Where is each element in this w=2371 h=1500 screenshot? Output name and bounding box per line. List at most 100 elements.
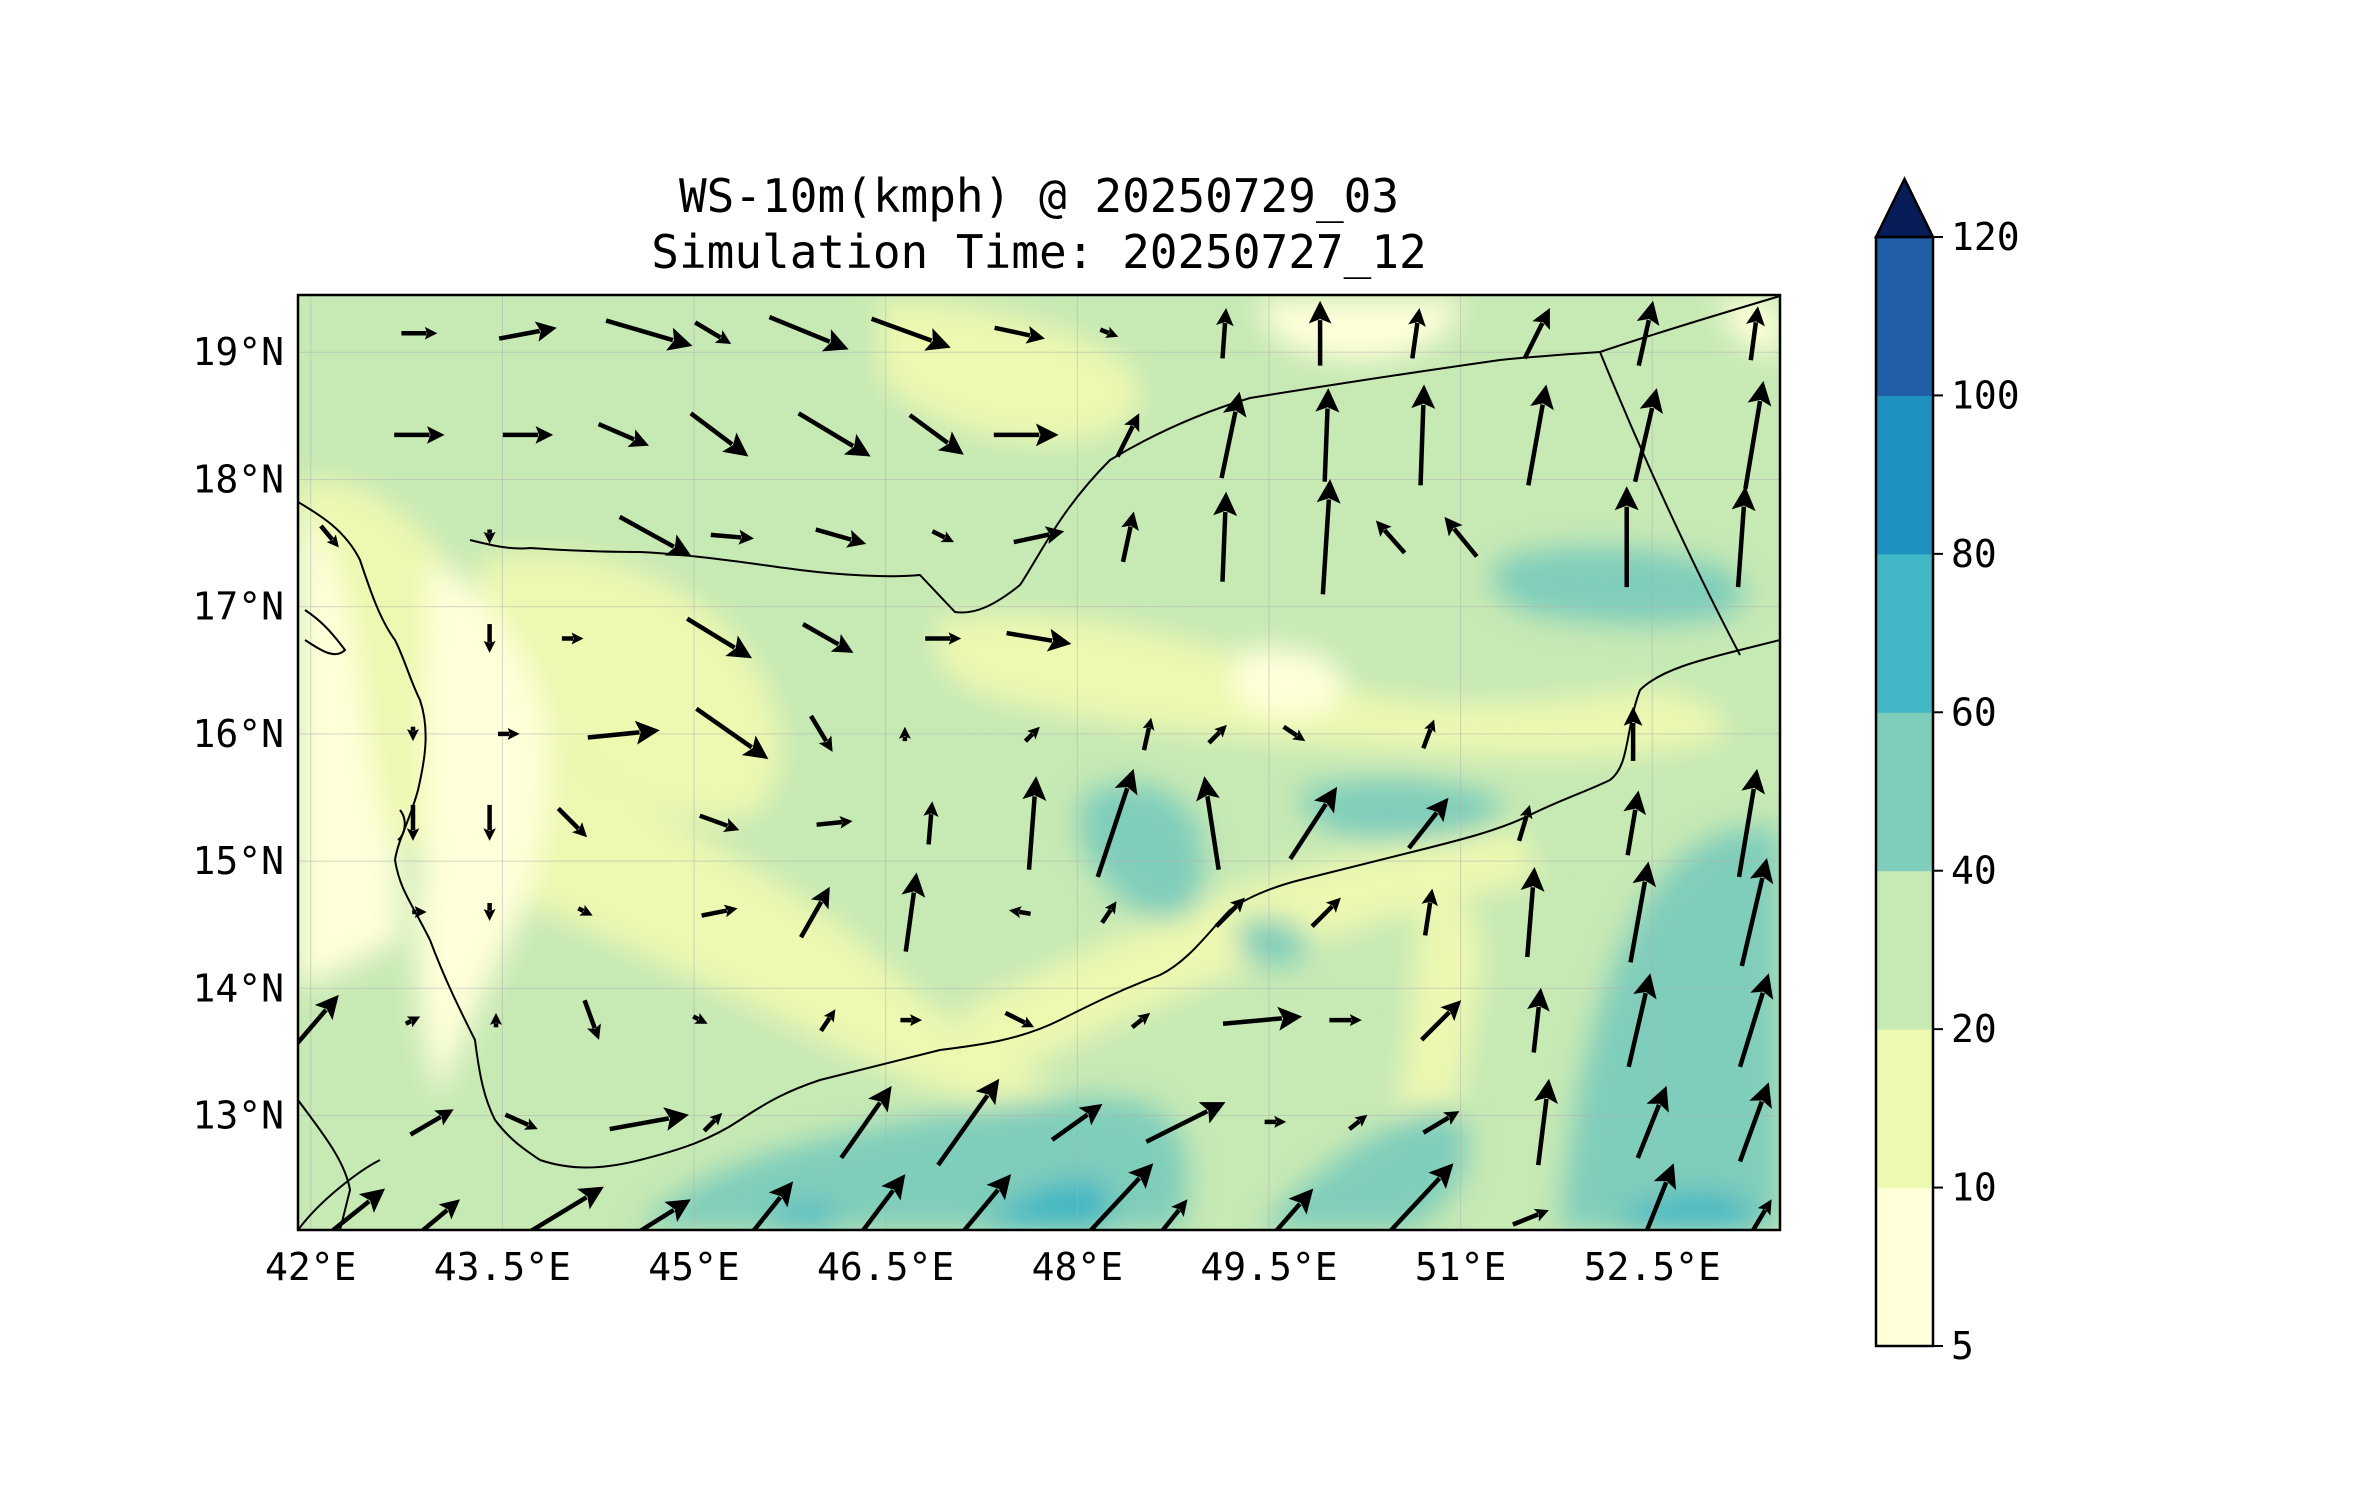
wind-arrow-head bbox=[587, 1023, 601, 1040]
wind-arrow bbox=[1130, 1012, 1151, 1030]
colorbar-segment bbox=[1876, 395, 1933, 555]
figure-title: WS-10m(kmph) @ 20250729_03 bbox=[679, 169, 1399, 223]
wind-arrow bbox=[1737, 973, 1774, 1068]
wind-arrow-head bbox=[414, 906, 427, 918]
wind-arrow-shaft bbox=[1282, 724, 1299, 738]
wind-arrow-shaft bbox=[1156, 1208, 1181, 1230]
wind-arrow bbox=[401, 326, 438, 340]
wind-arrow-shaft bbox=[1737, 1100, 1764, 1163]
wind-arrow-head bbox=[571, 632, 584, 645]
wind-arrow bbox=[692, 1012, 708, 1024]
african-coast bbox=[298, 1099, 352, 1230]
wind-arrow-head bbox=[881, 1174, 906, 1201]
wind-arrow bbox=[311, 1188, 386, 1230]
wind-arrow bbox=[925, 632, 962, 645]
wind-arrow-head bbox=[1222, 391, 1247, 418]
wind-arrow bbox=[1421, 719, 1436, 750]
wind-arrow bbox=[415, 1199, 461, 1230]
wind-arrow-head bbox=[358, 1188, 386, 1213]
colorbar-tick-label: 60 bbox=[1951, 690, 1997, 734]
wind-arrow-shaft bbox=[1050, 1112, 1089, 1142]
wind-arrow bbox=[406, 804, 420, 841]
wind-arrow-shaft bbox=[1382, 528, 1407, 555]
wind-arrow-head bbox=[666, 327, 693, 351]
wind-arrow-head bbox=[406, 1016, 421, 1028]
wind-arrow-head bbox=[483, 531, 496, 544]
wind-arrow-head bbox=[1375, 520, 1392, 537]
wind-arrow-head bbox=[1274, 1115, 1287, 1128]
wind-arrow-shaft bbox=[1023, 732, 1035, 743]
wind-arrow bbox=[298, 994, 339, 1047]
wind-arrow bbox=[768, 314, 849, 352]
wind-arrow-shaft bbox=[1526, 404, 1545, 486]
wind-arrow-head bbox=[818, 735, 833, 752]
wind-arrow-head bbox=[407, 729, 419, 742]
wind-arrow-head bbox=[1519, 804, 1533, 820]
wind-arrow-head bbox=[1229, 897, 1245, 913]
wind-arrow-head bbox=[1534, 1078, 1558, 1104]
wind-arrow-shaft bbox=[797, 411, 855, 448]
wind-arrow-shaft bbox=[1261, 1202, 1302, 1230]
wind-arrow-shaft bbox=[609, 1116, 670, 1132]
wind-arrow-shaft bbox=[1512, 1212, 1540, 1227]
wind-arrow-shaft bbox=[319, 524, 335, 542]
wind-arrow-shaft bbox=[1636, 319, 1652, 367]
wind-arrow bbox=[1623, 706, 1643, 761]
wind-arrow-head bbox=[1443, 1111, 1460, 1125]
wind-arrow-shaft bbox=[298, 1008, 328, 1047]
wind-arrow bbox=[404, 1016, 421, 1028]
wind-arrow-head bbox=[910, 1014, 922, 1027]
wind-arrow-head bbox=[1025, 326, 1045, 344]
wind-arrow-head bbox=[1044, 526, 1065, 544]
wind-arrow-head bbox=[1124, 413, 1140, 433]
wind-arrow-head bbox=[1424, 719, 1436, 733]
wind-arrow-head bbox=[768, 1181, 794, 1208]
wind-arrow-shaft bbox=[701, 908, 728, 918]
colorbar-tick-label: 40 bbox=[1951, 849, 1997, 893]
wind-arrow bbox=[504, 1112, 538, 1130]
wind-arrow-head bbox=[1623, 706, 1643, 726]
wind-arrow bbox=[1222, 1006, 1303, 1031]
wind-arrow-head bbox=[1035, 423, 1059, 447]
wind-arrow-head bbox=[663, 1107, 689, 1131]
wind-arrow-head bbox=[1325, 897, 1341, 913]
wind-arrow bbox=[701, 904, 738, 918]
wind-arrow-shaft bbox=[710, 532, 742, 540]
wind-arrow bbox=[1282, 724, 1306, 742]
wind-arrow bbox=[898, 726, 911, 742]
wind-arrow-head bbox=[1747, 380, 1772, 407]
wind-arrow-head bbox=[1196, 776, 1220, 802]
wind-arrow-head bbox=[664, 1199, 691, 1222]
wind-arrow bbox=[1145, 1102, 1226, 1144]
wind-arrow-head bbox=[535, 426, 554, 444]
wind-arrow-head bbox=[1213, 491, 1238, 517]
wind-arrow-head bbox=[843, 433, 871, 457]
wind-arrow bbox=[1408, 307, 1426, 359]
wind-arrow bbox=[1013, 526, 1065, 545]
band-60-80-gulf-west bbox=[760, 1206, 835, 1230]
band-40-60-hadramawt bbox=[1080, 783, 1204, 920]
wind-arrow bbox=[799, 886, 830, 939]
wind-arrow bbox=[1527, 987, 1550, 1053]
wind-arrow bbox=[497, 727, 520, 740]
wind-arrow bbox=[1347, 1114, 1368, 1131]
map-frame bbox=[296, 293, 1782, 1232]
yemen-oman-border bbox=[1599, 351, 1741, 656]
wind-arrow bbox=[1512, 1208, 1549, 1227]
wind-arrow-shaft bbox=[1516, 814, 1529, 842]
wind-arrow bbox=[1635, 1085, 1669, 1159]
band-40-60-gulf-mid bbox=[1260, 1108, 1468, 1230]
x-tick-label: 45°E bbox=[648, 1245, 740, 1289]
x-tick-label: 43.5°E bbox=[434, 1245, 571, 1289]
wind-arrow-head bbox=[810, 886, 830, 910]
wind-arrow bbox=[1628, 861, 1657, 963]
x-tick-label: 51°E bbox=[1415, 1245, 1507, 1289]
wind-arrow bbox=[1264, 1115, 1287, 1128]
farasan-islands bbox=[304, 609, 347, 656]
wind-arrow-head bbox=[490, 1012, 502, 1025]
wind-arrow-shaft bbox=[1632, 407, 1655, 483]
wind-arrow-head bbox=[1749, 1082, 1772, 1109]
wind-arrow-head bbox=[940, 531, 954, 543]
wind-arrow-shaft bbox=[1130, 1017, 1144, 1030]
wind-arrow bbox=[908, 413, 964, 455]
